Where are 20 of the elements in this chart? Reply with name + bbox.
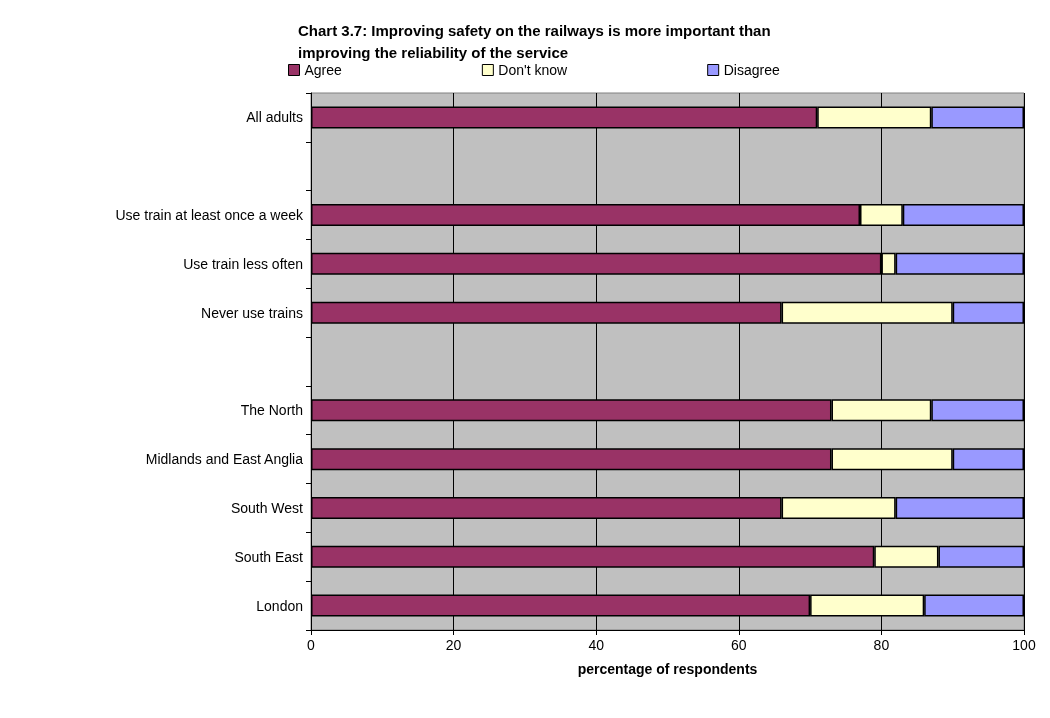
y-tick-label: All adults	[246, 109, 303, 126]
chart-title: Chart 3.7: Improving safety on the railways is more important than improving the reliability of the service	[298, 21, 775, 61]
y-tick-label: The North	[240, 402, 303, 419]
y-tick-label: Midlands and East Anglia	[145, 451, 304, 468]
y-tick-label: South West	[230, 499, 304, 516]
legend-label: Disagree	[723, 62, 780, 78]
x-tick-label: 20	[445, 637, 462, 653]
legend-label: Don't know	[498, 62, 569, 78]
y-tick-label: Use train at least once a week	[115, 207, 304, 224]
x-tick-label: 80	[873, 637, 890, 653]
y-tick-label: Never use trains	[201, 304, 303, 321]
y-tick-label: Use train less often	[183, 255, 303, 272]
y-tick-label: South East	[234, 548, 304, 565]
x-tick-label: 100	[1012, 637, 1036, 653]
x-tick-label: 60	[731, 637, 747, 653]
y-tick-label: London	[256, 597, 303, 614]
x-axis-title: percentage of respondents	[577, 661, 758, 677]
x-tick-label: 0	[307, 637, 316, 653]
x-tick-label: 40	[588, 637, 605, 653]
legend-label: Agree	[304, 62, 343, 78]
